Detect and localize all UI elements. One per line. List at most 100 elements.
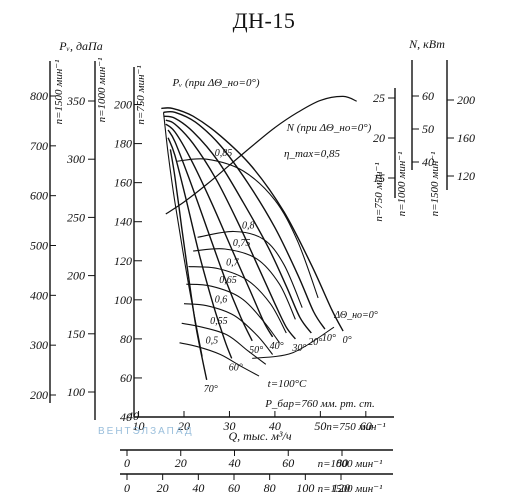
zero-guide-annotation: ΔΘ_но=0° [333, 310, 378, 321]
pressure-1000-tick-label: 250 [67, 210, 85, 224]
efficiency-label-0-7: 0,7 [226, 258, 240, 269]
pressure-curve-label-50deg: 50° [249, 345, 263, 356]
site-watermark: ВЕНТЭЛЗАПАД [98, 426, 194, 437]
flow-1500-tick-label: 40 [192, 481, 204, 495]
flow-750-tick-label: 30 [222, 419, 235, 433]
pressure-1000-tick-label: 300 [66, 152, 85, 166]
efficiency-label-0-55: 0,55 [210, 316, 228, 327]
power-curve-line [165, 95, 357, 215]
pressure-curve-label-20deg: 20° [308, 337, 322, 348]
flow-750-tick-label: 20 [178, 419, 190, 433]
flow-1500-speed-label: n=1500 мин⁻¹ [318, 483, 383, 495]
pressure-1500-tick-label: 400 [30, 288, 48, 302]
power-1500-tick-label: 160 [457, 131, 475, 145]
barometric-annotation: P_бар=760 мм. рт. ст. [264, 398, 375, 410]
flow-750-tick-label: 10 [133, 419, 145, 433]
pressure-1500-tick-label: 300 [29, 338, 48, 352]
pressure-1000-speed-label: n=1000 мин⁻¹ [96, 58, 108, 123]
flow-1000-tick-label: 40 [229, 456, 241, 470]
flow-axis-title: Q, тыс. м³/ч [228, 429, 291, 443]
pressure-curve-40deg [165, 123, 274, 338]
pressure-750-tick-label: 80 [120, 332, 132, 346]
flow-1000-tick-label: 60 [282, 456, 294, 470]
pressure-1500-tick-label: 800 [30, 89, 48, 103]
left-boundary-line [162, 112, 203, 357]
pressure-curve-0deg [161, 107, 344, 332]
pressure-750-tick-label: 40 [120, 410, 132, 424]
power-1500-tick-label: 200 [457, 93, 475, 107]
pressure-750-tick-label: 120 [114, 254, 132, 268]
pressure-curve-10deg [163, 110, 326, 330]
pressure-1000-tick-label: 200 [67, 269, 85, 283]
pressure-750-tick-label: 140 [114, 215, 132, 229]
flow-1000-speed-label: n=1000 мин⁻¹ [318, 458, 383, 470]
efficiency-contour-0-75 [193, 248, 296, 320]
efficiency-contour-0-65 [186, 283, 280, 344]
temperature-annotation: t=100°C [268, 378, 307, 390]
series-layer: 0° 10°20°30° 40° 50° 60° 70° 0,85 0,8 0,75 0,7 0,6… [161, 95, 357, 395]
pressure-curve-70deg [169, 149, 208, 381]
flow-1000-tick-label: 20 [175, 456, 187, 470]
annotation-layer: Pᵥ (при ΔΘ_но=0°) N (при ΔΘ_но=0°) η_max=0… [171, 77, 377, 410]
power-1000-speed-label: n=1000 мин⁻¹ [396, 152, 408, 217]
efficiency-label-0-6: 0,6 [215, 295, 228, 306]
power-curve-annotation: N (при ΔΘ_но=0°) [286, 122, 372, 134]
pressure-curve-label-10deg: 10° [322, 333, 336, 344]
efficiency-label-0-75: 0,75 [233, 238, 251, 249]
pressure-curve-label-70deg: 70° [204, 384, 218, 395]
pressure-curve-annotation: Pᵥ (при ΔΘ_но=0°) [171, 77, 259, 89]
pressure-1000-tick-label: 150 [67, 327, 85, 341]
efficiency-label-0-8: 0,8 [242, 220, 255, 231]
pressure-curve-label-60deg: 60° [229, 362, 243, 373]
flow-750-tick-label: 50 [314, 419, 326, 433]
pressure-curve-50deg [167, 129, 253, 342]
pressure-750-tick-label: 180 [114, 137, 132, 151]
power-axis-title: N, кВт [408, 37, 445, 51]
pressure-1000-tick-label: 350 [66, 94, 85, 108]
efficiency-label-0-85: 0,85 [215, 148, 233, 159]
efficiency-contour-0-85 [177, 158, 319, 299]
power-1500-speed-label: n=1500 мин⁻¹ [429, 152, 441, 217]
pressure-curve-20deg [163, 115, 312, 334]
flow-1500-tick-label: 0 [124, 481, 130, 495]
zero-guide-line [252, 326, 335, 359]
pressure-curve-label-0deg: 0° [343, 335, 352, 346]
flow-1500-tick-label: 20 [157, 481, 169, 495]
pressure-750-speed-label: n=750 мин⁻¹ [135, 65, 147, 124]
power-1000-tick-label: 50 [422, 122, 434, 136]
efficiency-label-0-65: 0,65 [219, 275, 237, 286]
pressure-axis-title: Pᵥ, даПа [58, 39, 102, 53]
efficiency-contour-0-8 [197, 230, 303, 308]
power-750-tick-label: 15 [373, 171, 385, 185]
pressure-curve-60deg [167, 137, 233, 359]
efficiency-contour-0-7 [188, 266, 287, 334]
pressure-1500-tick-label: 700 [30, 139, 48, 153]
flow-1000-tick-label: 0 [124, 456, 130, 470]
pressure-750-bottom-label: 40 [127, 409, 139, 423]
efficiency-contour-0-6 [183, 303, 274, 355]
power-1000-tick-label: 60 [422, 89, 434, 103]
pressure-1500-speed-label: n=1500 мин⁻¹ [53, 60, 65, 125]
pressure-1000-tick-label: 100 [67, 385, 85, 399]
chart-title: ДН-15 [232, 8, 296, 33]
power-750-speed-label: n=750 мин⁻¹ [373, 162, 385, 221]
efficiency-label-0-5: 0,5 [206, 336, 219, 347]
pressure-1500-tick-label: 200 [30, 388, 48, 402]
power-1500-tick-label: 120 [457, 169, 475, 183]
pressure-1500-tick-label: 600 [30, 189, 48, 203]
power-1000-tick-label: 40 [422, 155, 434, 169]
pressure-750-tick-label: 100 [114, 293, 132, 307]
pressure-1500-tick-label: 500 [30, 239, 48, 253]
pressure-750-tick-label: 160 [114, 176, 132, 190]
flow-1500-tick-label: 100 [296, 481, 314, 495]
max-efficiency-annotation: η_max=0,85 [284, 148, 340, 160]
power-750-tick-label: 20 [373, 131, 385, 145]
flow-1500-tick-label: 80 [264, 481, 276, 495]
pressure-curve-30deg [165, 119, 296, 340]
flow-750-tick-label: 60 [360, 419, 372, 433]
flow-750-speed-label: n=750 мин⁻¹ [326, 421, 385, 433]
flow-1000-tick-label: 80 [336, 456, 348, 470]
